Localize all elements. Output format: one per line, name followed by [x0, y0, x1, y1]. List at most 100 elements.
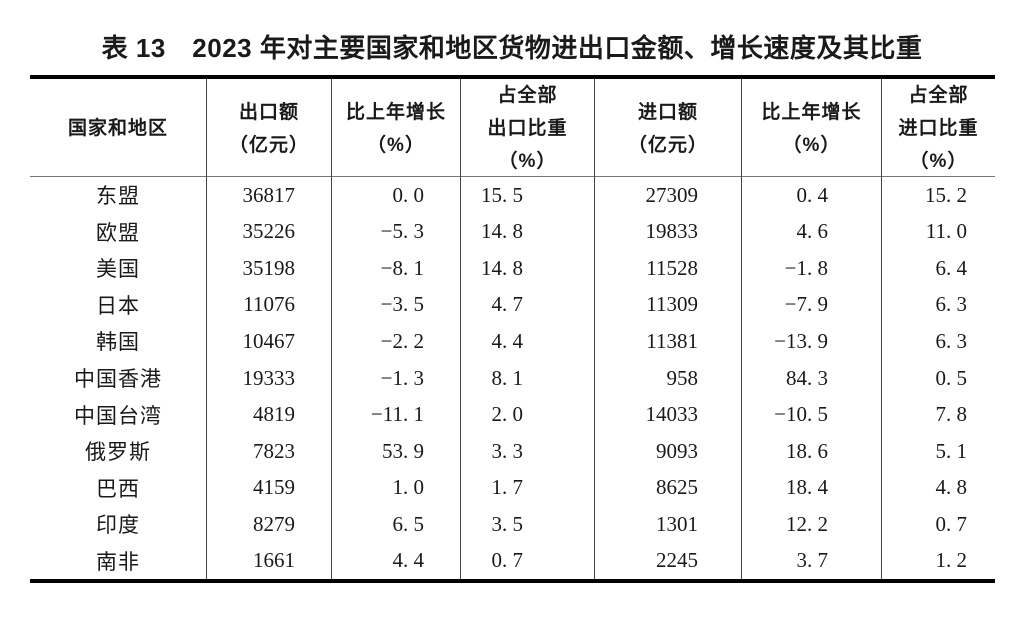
value-cell: 3. 5: [460, 505, 594, 543]
value-cell: 4159: [206, 469, 331, 506]
header-line: 比上年增长: [345, 101, 446, 123]
column-header-export-amount: 出口额 （亿元）: [206, 79, 331, 178]
column-header-export-growth: 比上年增长 （%）: [331, 79, 460, 178]
value-cell: 18. 6: [741, 432, 881, 470]
value-cell: −13. 9: [741, 323, 881, 360]
header-line: （%）: [909, 151, 968, 172]
region-cell: 印度: [96, 513, 140, 538]
value-cell: 4819: [206, 396, 331, 433]
region-cell: 日本: [96, 293, 140, 318]
value-cell: 3. 7: [741, 542, 881, 580]
header-line: 出口额: [238, 101, 299, 123]
value-cell: 19833: [594, 213, 741, 251]
value-cell: −10. 5: [741, 396, 881, 433]
table-body: 东盟 36817 0. 0 15. 5 27309 0. 4 15. 2 欧盟 35226 −5.…: [30, 177, 995, 580]
value-cell: 1. 0: [331, 469, 460, 506]
region-cell: 东盟: [96, 184, 140, 209]
value-cell: 0. 0: [331, 177, 460, 214]
value-cell: 6. 5: [331, 505, 460, 543]
value-cell: 11381: [594, 323, 741, 360]
value-cell: 2. 0: [460, 396, 594, 433]
value-cell: 4. 7: [460, 286, 594, 324]
value-cell: 7. 8: [881, 396, 995, 433]
value-cell: 14. 8: [460, 250, 594, 287]
value-cell: 6. 4: [881, 250, 995, 287]
value-cell: 5. 1: [881, 432, 995, 470]
header-line: 占全部: [908, 85, 969, 106]
value-cell: 18. 4: [741, 469, 881, 506]
value-cell: 8. 1: [460, 359, 594, 397]
region-cell: 欧盟: [96, 220, 140, 245]
value-cell: 12. 2: [741, 505, 881, 543]
value-cell: 0. 5: [881, 359, 995, 397]
value-cell: 11309: [594, 286, 741, 324]
column-header-import-share: 占全部 进口比重 （%）: [881, 79, 995, 178]
table-header-row: 国家和地区 出口额 （亿元） 比上年增长 （%） 占全部 出口比重 （%） 进口…: [30, 79, 995, 178]
value-cell: 3. 3: [460, 432, 594, 470]
header-line: （%）: [782, 134, 841, 156]
header-line: 出口比重: [487, 118, 568, 139]
value-cell: 53. 9: [331, 432, 460, 470]
value-cell: 958: [594, 359, 741, 397]
table-row: 韩国 10467 −2. 2 4. 4 11381 −13. 9 6. 3: [30, 323, 995, 360]
column-header-region: 国家和地区: [30, 79, 206, 178]
value-cell: 8279: [206, 505, 331, 543]
region-cell: 南非: [96, 549, 140, 574]
value-cell: 6. 3: [881, 323, 995, 360]
column-header-import-growth: 比上年增长 （%）: [741, 79, 881, 178]
value-cell: −1. 3: [331, 359, 460, 397]
table-row: 南非 1661 4. 4 0. 7 2245 3. 7 1. 2: [30, 542, 995, 580]
value-cell: 4. 8: [881, 469, 995, 506]
value-cell: 11528: [594, 250, 741, 287]
table-row: 东盟 36817 0. 0 15. 5 27309 0. 4 15. 2: [30, 177, 995, 214]
value-cell: −3. 5: [331, 286, 460, 324]
value-cell: −8. 1: [331, 250, 460, 287]
value-cell: −2. 2: [331, 323, 460, 360]
value-cell: 15. 5: [460, 177, 594, 214]
region-cell: 巴西: [96, 476, 140, 501]
value-cell: 2245: [594, 542, 741, 580]
value-cell: 15. 2: [881, 177, 995, 214]
value-cell: 0. 7: [460, 542, 594, 580]
value-cell: −1. 8: [741, 250, 881, 287]
value-cell: 1. 7: [460, 469, 594, 506]
value-cell: 1301: [594, 505, 741, 543]
region-cell: 美国: [96, 257, 140, 282]
table-row: 日本 11076 −3. 5 4. 7 11309 −7. 9 6. 3: [30, 286, 995, 324]
value-cell: 10467: [206, 323, 331, 360]
value-cell: 27309: [594, 177, 741, 214]
header-line: 国家和地区: [67, 118, 168, 139]
value-cell: 7823: [206, 432, 331, 470]
column-header-import-amount: 进口额 （亿元）: [594, 79, 741, 178]
value-cell: 11076: [206, 286, 331, 324]
header-line: （%）: [367, 134, 425, 156]
column-header-export-share: 占全部 出口比重 （%）: [460, 79, 594, 178]
header-line: 比上年增长: [761, 101, 862, 123]
header-line: 占全部: [497, 85, 558, 106]
value-cell: 14. 8: [460, 213, 594, 251]
table-row: 巴西 4159 1. 0 1. 7 8625 18. 4 4. 8: [30, 469, 995, 506]
value-cell: 4. 4: [460, 323, 594, 360]
value-cell: 14033: [594, 396, 741, 433]
header-line: （亿元）: [627, 134, 708, 156]
region-cell: 韩国: [96, 330, 140, 355]
value-cell: 84. 3: [741, 359, 881, 397]
table-row: 中国香港 19333 −1. 3 8. 1 958 84. 3 0. 5: [30, 359, 995, 397]
trade-table: 国家和地区 出口额 （亿元） 比上年增长 （%） 占全部 出口比重 （%） 进口…: [30, 75, 995, 583]
value-cell: 35198: [206, 250, 331, 287]
table-row: 欧盟 35226 −5. 3 14. 8 19833 4. 6 11. 0: [30, 213, 995, 251]
table-row: 中国台湾 4819 −11. 1 2. 0 14033 −10. 5 7. 8: [30, 396, 995, 433]
region-cell: 中国台湾: [74, 403, 162, 428]
value-cell: 19333: [206, 359, 331, 397]
table-title: 表 13 2023 年对主要国家和地区货物进出口金额、增长速度及其比重: [101, 33, 923, 63]
value-cell: 9093: [594, 432, 741, 470]
table-row: 美国 35198 −8. 1 14. 8 11528 −1. 8 6. 4: [30, 250, 995, 287]
header-line: （亿元）: [228, 134, 309, 156]
value-cell: 36817: [206, 177, 331, 214]
value-cell: 0. 7: [881, 505, 995, 543]
region-cell: 中国香港: [74, 367, 162, 391]
value-cell: 6. 3: [881, 286, 995, 324]
value-cell: −11. 1: [331, 396, 460, 433]
table-row: 印度 8279 6. 5 3. 5 1301 12. 2 0. 7: [30, 505, 995, 543]
